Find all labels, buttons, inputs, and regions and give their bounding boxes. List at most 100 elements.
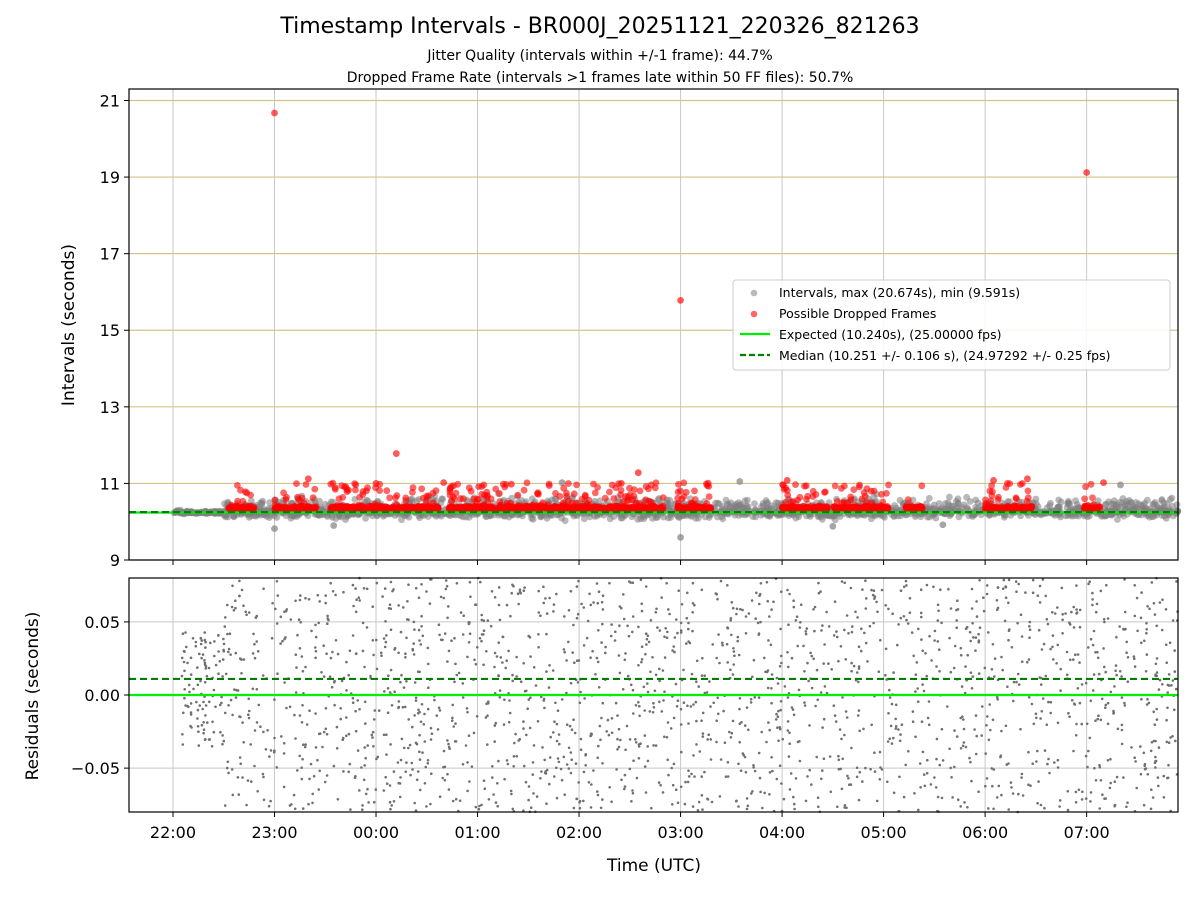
residual-point <box>539 777 542 780</box>
residual-point <box>1089 699 1093 703</box>
dropped-frame-point <box>566 505 574 513</box>
residual-point <box>552 731 555 734</box>
residual-point <box>580 602 583 606</box>
residual-point <box>451 703 455 707</box>
interval-point <box>247 497 255 505</box>
residual-point <box>679 707 683 711</box>
residual-point <box>227 650 230 654</box>
residual-point <box>610 623 613 626</box>
residual-point <box>797 688 801 692</box>
residual-point <box>619 738 622 742</box>
dropped-frame-point <box>298 494 306 502</box>
residual-point <box>1157 784 1160 788</box>
residual-point <box>299 620 303 624</box>
residual-point <box>332 764 336 768</box>
interval-point <box>1064 499 1072 507</box>
residual-point <box>926 758 929 762</box>
residual-point <box>353 776 357 779</box>
residual-point <box>884 647 888 651</box>
dropped-frame-point <box>590 505 598 513</box>
interval-point <box>923 500 930 508</box>
residual-point <box>247 611 251 614</box>
residual-point <box>1087 582 1090 586</box>
residual-point <box>537 646 540 649</box>
residual-point <box>832 704 836 707</box>
residual-point <box>821 624 824 627</box>
residual-point <box>298 754 302 758</box>
residual-point <box>898 775 901 779</box>
residual-point <box>817 805 820 809</box>
residual-point <box>902 615 906 618</box>
residual-point <box>253 764 256 768</box>
residual-point <box>576 681 580 684</box>
residual-point <box>864 641 868 645</box>
dropped-frame-point <box>1100 479 1107 487</box>
residual-point <box>873 770 877 773</box>
residual-point <box>559 767 563 771</box>
residual-point <box>1012 699 1015 703</box>
residual-point <box>982 609 986 613</box>
residual-point <box>214 663 218 667</box>
dropped-frame-point <box>453 504 461 512</box>
residual-point <box>318 769 322 773</box>
residual-point <box>230 768 234 771</box>
residual-point <box>601 762 604 765</box>
residual-point <box>877 670 881 673</box>
dropped-frame-point <box>812 491 820 498</box>
residual-point <box>235 688 238 692</box>
residual-point <box>741 752 745 755</box>
dropped-frame-point <box>817 503 825 511</box>
residual-point <box>787 623 790 626</box>
dropped-frame-point <box>831 482 839 490</box>
residual-point <box>1078 608 1082 612</box>
residual-point <box>589 806 593 809</box>
residual-point <box>599 738 602 742</box>
residual-point <box>578 806 582 810</box>
residual-point <box>390 804 394 807</box>
dropped-frame-point <box>305 503 313 511</box>
residual-point <box>271 601 274 605</box>
dropped-frame-point <box>429 499 437 506</box>
residual-point <box>596 601 600 605</box>
residual-point <box>1053 612 1057 615</box>
interval-point <box>591 497 599 505</box>
dropped-frame-point <box>243 489 251 497</box>
residual-point <box>516 592 520 596</box>
residual-point <box>822 662 825 665</box>
interval-point <box>714 499 722 507</box>
dropped-frame-point <box>385 505 393 513</box>
dropped-frame-point <box>338 482 346 490</box>
residual-point <box>1056 758 1060 762</box>
dropped-frame-point <box>402 497 410 504</box>
interval-point <box>986 512 993 519</box>
residual-point <box>971 622 974 625</box>
residual-point <box>1155 624 1158 628</box>
residual-point <box>1109 757 1112 761</box>
residual-point <box>220 695 223 699</box>
residual-point <box>427 686 430 689</box>
dropped-frame-point <box>1024 475 1031 483</box>
residual-point <box>793 807 796 811</box>
residual-point <box>1115 775 1119 779</box>
residual-point <box>377 709 381 712</box>
residual-point <box>201 653 205 656</box>
dropped-frame-point <box>860 506 868 513</box>
residual-point <box>208 700 211 704</box>
residual-point <box>918 762 922 765</box>
residual-point <box>515 655 518 659</box>
residual-point <box>421 634 425 638</box>
residual-point <box>1152 710 1155 714</box>
residual-point <box>791 708 795 711</box>
residual-point <box>1115 635 1118 639</box>
dropped-frame-point <box>534 489 542 497</box>
residual-point <box>823 685 827 688</box>
residual-point <box>892 736 895 740</box>
residual-point <box>1151 796 1155 799</box>
residual-point <box>314 712 317 715</box>
residual-point <box>386 711 390 714</box>
residual-point <box>336 798 340 801</box>
residual-point <box>429 726 433 730</box>
residual-point <box>873 597 876 600</box>
residual-point <box>375 638 378 642</box>
residual-point <box>607 733 611 737</box>
